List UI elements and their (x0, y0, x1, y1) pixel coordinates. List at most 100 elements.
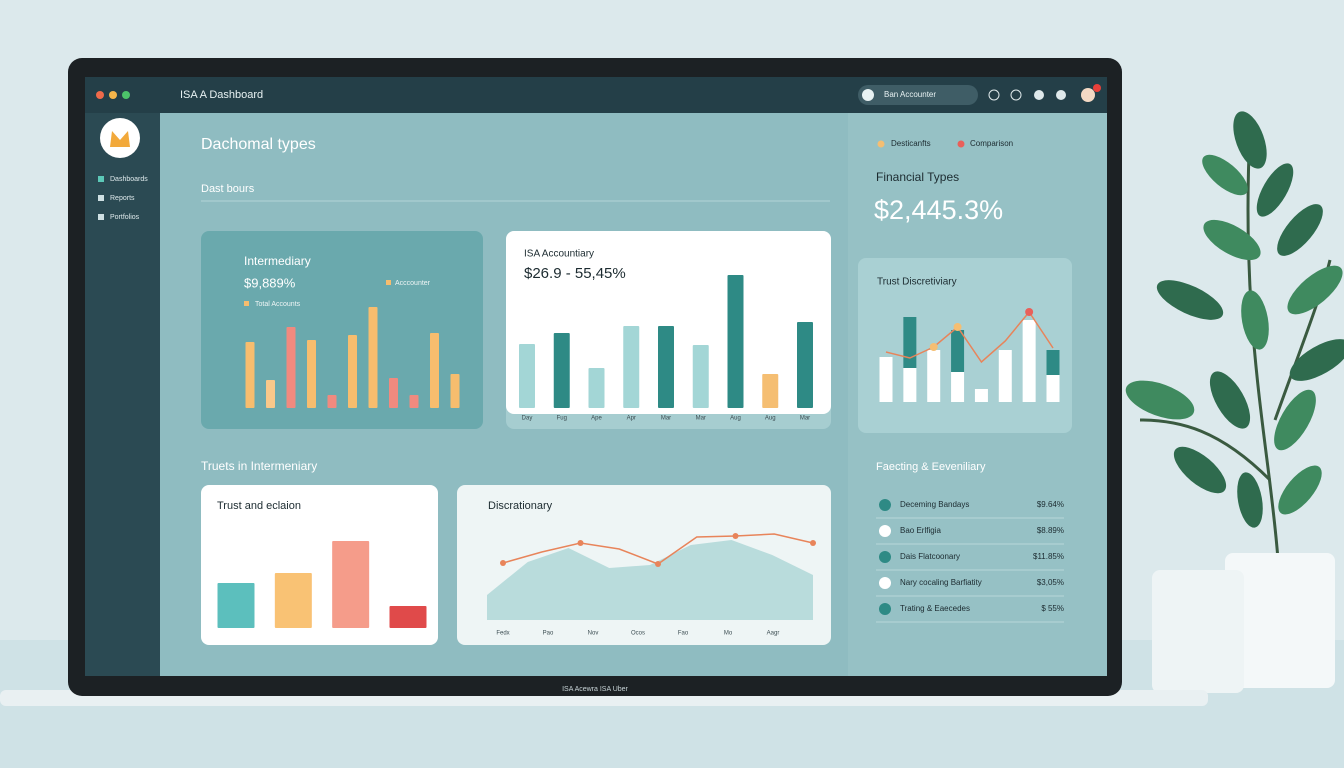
pot (1225, 553, 1335, 688)
bar (762, 374, 779, 408)
card (506, 231, 831, 414)
app-title: ISA A Dashboard (180, 89, 263, 101)
legend-swatch (877, 140, 885, 148)
section-title: Faecting & Eeveniliary (876, 461, 986, 473)
menu-icon (98, 176, 104, 182)
subheading: Dast bours (201, 183, 255, 195)
dot (109, 91, 117, 99)
x-tick-label: Aug (765, 416, 776, 422)
x-tick-label: Fedx (496, 631, 509, 637)
legend-swatch (244, 301, 249, 306)
point (953, 323, 962, 331)
bar (903, 317, 917, 368)
bar (623, 326, 640, 408)
menu-item[interactable]: Reports (110, 195, 135, 202)
row-icon (879, 499, 891, 511)
bar (998, 350, 1012, 402)
menu-item[interactable]: Dashboards (110, 176, 148, 183)
legend-text: Total Accounts (255, 301, 301, 308)
point (810, 540, 816, 546)
kpi-value: $2,445.3% (874, 195, 1003, 225)
point (732, 533, 739, 539)
bar (332, 541, 370, 628)
menu-item[interactable]: Portfolios (110, 214, 140, 221)
x-tick-label: Nov (588, 631, 599, 637)
search-box[interactable] (858, 85, 978, 105)
row-icon (879, 603, 891, 615)
bar (951, 372, 965, 402)
legend-swatch (386, 280, 391, 285)
logo-mark (110, 131, 130, 147)
row-name: Deceming Bandays (900, 500, 969, 509)
sidebar (85, 113, 160, 676)
x-tick-label: Fao (678, 631, 689, 637)
card-title: Intermediary (244, 254, 311, 268)
bar (903, 368, 917, 402)
badge (1093, 84, 1101, 92)
plant (1125, 111, 1344, 561)
bar (327, 395, 337, 408)
logo (100, 118, 140, 158)
card (201, 231, 483, 429)
bar (286, 327, 296, 408)
x-tick-label: Mo (724, 631, 733, 637)
legend-swatch (957, 140, 965, 148)
bar (797, 322, 813, 408)
x-tick-label: Mar (800, 416, 810, 422)
x-tick-label: Mar (661, 416, 671, 422)
area (487, 540, 813, 620)
line (885, 310, 1054, 364)
row-name: Nary cocaling Barfiatity (900, 578, 982, 587)
legend-text: Comparison (970, 139, 1013, 148)
bar (1046, 375, 1060, 402)
bar (519, 344, 535, 408)
heading: Dachomal types (201, 136, 316, 153)
bar (368, 307, 378, 408)
card-value: $9,889% (244, 275, 296, 290)
card-title: Discrationary (488, 500, 553, 512)
legend-text: Desticanfts (891, 139, 931, 148)
row-name: Bao Erlfigia (900, 526, 941, 535)
search-icon (862, 89, 874, 101)
bar (274, 573, 312, 628)
x-tick-label: Aug (730, 416, 741, 422)
x-tick-label: Ape (591, 416, 602, 422)
row-name: Trating & Eaecedes (900, 604, 970, 613)
bar (588, 368, 605, 408)
bar (348, 335, 357, 408)
search-text: Ban Accounter (884, 90, 936, 99)
bar (974, 389, 988, 402)
point (655, 561, 661, 567)
legend-text: Acccounter (395, 280, 431, 287)
avatar[interactable] (1081, 88, 1095, 102)
row-value: $8.89% (1037, 526, 1064, 535)
card-value: $26.9 - 55,45% (524, 265, 626, 282)
row-value: $3,05% (1037, 578, 1064, 587)
row-name: Dais Flatcoonary (900, 552, 960, 561)
icon[interactable] (1010, 89, 1022, 101)
card (201, 485, 438, 645)
bar (1046, 350, 1060, 375)
bar (553, 333, 570, 408)
bar (951, 330, 965, 372)
icon[interactable] (988, 89, 1000, 101)
x-tick-label: Ocos (631, 631, 645, 637)
cup (1152, 570, 1244, 693)
x-tick-label: Day (522, 416, 533, 422)
row-icon (879, 525, 891, 537)
row-value: $11.85% (1033, 552, 1064, 561)
icon[interactable] (1034, 90, 1044, 100)
dot (122, 91, 130, 99)
icon[interactable] (1056, 90, 1066, 100)
point (577, 540, 584, 546)
point (1025, 308, 1034, 316)
point (500, 560, 506, 566)
bar (389, 378, 398, 408)
bar (430, 333, 439, 408)
row-value: $9.64% (1037, 500, 1064, 509)
bar (389, 606, 427, 628)
menu-icon (98, 214, 104, 220)
row-icon (879, 577, 891, 589)
bar (658, 326, 674, 408)
